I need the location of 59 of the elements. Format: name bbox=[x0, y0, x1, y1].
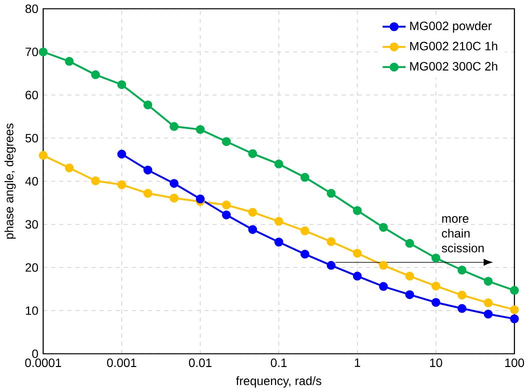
x-tick-label: 10 bbox=[430, 358, 442, 368]
point bbox=[431, 282, 440, 290]
point bbox=[222, 200, 231, 210]
x-axis-title: frequency, rad/s bbox=[236, 376, 322, 388]
point bbox=[196, 125, 205, 134]
point bbox=[379, 260, 388, 270]
point bbox=[170, 122, 179, 131]
y-tick-label: 40 bbox=[25, 176, 38, 186]
point bbox=[300, 226, 310, 236]
y-tick-label: 30 bbox=[25, 220, 38, 229]
point bbox=[352, 248, 362, 258]
point bbox=[143, 100, 152, 110]
x-tick-label: 100 bbox=[505, 358, 524, 368]
legend-label: MG002 powder bbox=[410, 21, 492, 33]
annotation: more chain scission bbox=[442, 216, 484, 252]
x-tick-label: 1 bbox=[354, 358, 360, 367]
point bbox=[510, 305, 519, 314]
point bbox=[405, 238, 414, 248]
x-tick-label: 0.001 bbox=[107, 358, 136, 368]
x-tick-label: 0.0001 bbox=[25, 358, 62, 368]
y-tick-label: 80 bbox=[26, 4, 38, 14]
point bbox=[484, 276, 493, 286]
point bbox=[326, 188, 336, 198]
point bbox=[117, 180, 126, 190]
point bbox=[38, 150, 48, 160]
point bbox=[248, 149, 258, 158]
y-tick-label: 10 bbox=[26, 306, 38, 315]
point bbox=[326, 237, 336, 246]
legend-label: MG002 300C 2h bbox=[410, 62, 498, 71]
point bbox=[91, 70, 100, 80]
y-tick-label: 60 bbox=[26, 90, 38, 100]
legend-label: MG002 210C 1h bbox=[410, 41, 498, 50]
point bbox=[458, 266, 466, 274]
y-tick-label: 0 bbox=[32, 349, 38, 358]
x-tick-label: 0.01 bbox=[188, 358, 212, 368]
point bbox=[458, 290, 466, 300]
point bbox=[64, 56, 74, 66]
y-axis-title: phase angle, degrees bbox=[4, 124, 16, 239]
point bbox=[222, 137, 231, 146]
point bbox=[38, 47, 48, 56]
point bbox=[248, 208, 258, 217]
point bbox=[510, 286, 519, 295]
point bbox=[379, 222, 388, 232]
point bbox=[170, 194, 179, 202]
y-tick-label: 20 bbox=[26, 263, 38, 272]
point bbox=[431, 254, 440, 262]
point bbox=[64, 163, 74, 172]
point bbox=[274, 160, 284, 168]
point bbox=[352, 206, 362, 215]
x-tick-label: 0.1 bbox=[270, 358, 287, 368]
point bbox=[117, 80, 126, 90]
point bbox=[274, 216, 284, 226]
y-tick-label: 50 bbox=[25, 134, 38, 142]
point bbox=[300, 172, 310, 182]
y-tick-label: 70 bbox=[26, 48, 38, 56]
point bbox=[405, 272, 414, 281]
point bbox=[91, 176, 100, 186]
point bbox=[143, 188, 152, 198]
point bbox=[484, 298, 493, 308]
